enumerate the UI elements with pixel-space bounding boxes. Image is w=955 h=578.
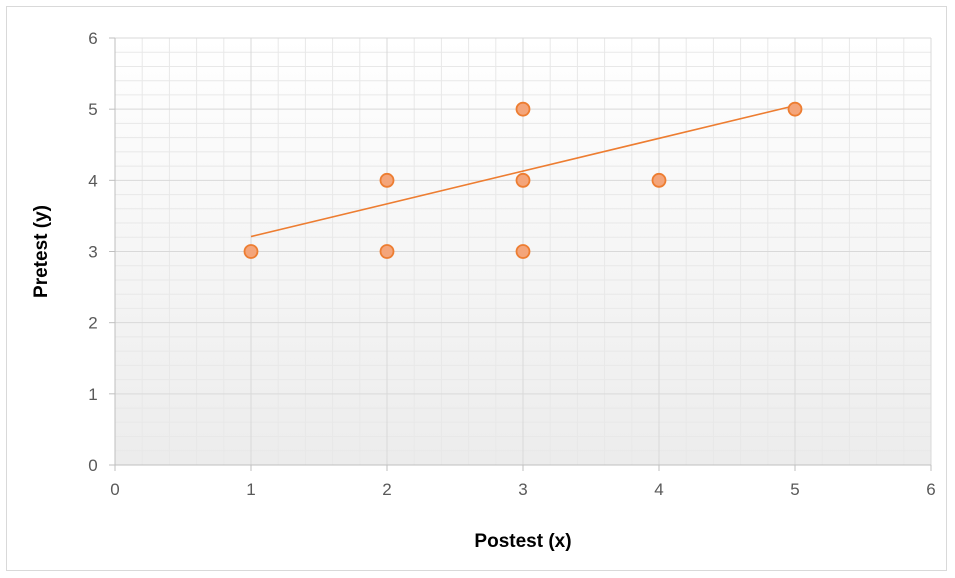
data-point bbox=[787, 101, 803, 117]
y-tick-label: 1 bbox=[88, 385, 97, 404]
y-tick-label: 3 bbox=[88, 243, 97, 262]
y-tick-label: 2 bbox=[88, 314, 97, 333]
x-tick-label: 5 bbox=[790, 480, 799, 499]
data-point bbox=[515, 101, 531, 117]
y-tick-label: 4 bbox=[88, 171, 97, 190]
data-point bbox=[379, 172, 395, 188]
y-tick-label: 0 bbox=[88, 456, 97, 475]
x-axis-tick-labels: 0 1 2 3 4 5 6 bbox=[110, 480, 935, 499]
y-axis-tick-labels: 0 1 2 3 4 5 6 bbox=[88, 29, 97, 475]
data-point bbox=[651, 172, 667, 188]
x-tick-label: 0 bbox=[110, 480, 119, 499]
x-tick-label: 3 bbox=[518, 480, 527, 499]
x-tick-label: 6 bbox=[926, 480, 935, 499]
data-points bbox=[243, 101, 803, 259]
data-point bbox=[243, 244, 259, 259]
y-tick-label: 5 bbox=[88, 100, 97, 119]
x-tick-label: 1 bbox=[246, 480, 255, 499]
y-axis-title: Pretest (y) bbox=[31, 205, 52, 298]
data-point bbox=[379, 244, 395, 259]
axes bbox=[109, 37, 932, 471]
x-tick-label: 2 bbox=[382, 480, 391, 499]
y-tick-label: 6 bbox=[88, 29, 97, 48]
trendline-group bbox=[250, 104, 796, 238]
data-point bbox=[515, 172, 531, 188]
trendline bbox=[250, 104, 796, 238]
x-tick-label: 4 bbox=[654, 480, 663, 499]
chart-area: 0 1 2 3 4 5 6 0 1 2 3 4 5 6 Postest (x) Pretest (y) bbox=[6, 6, 947, 571]
x-axis-title: Postest (x) bbox=[474, 531, 571, 552]
data-point bbox=[515, 244, 531, 259]
scatter-chart: 0 1 2 3 4 5 6 0 1 2 3 4 5 6 Postest (x) Pretest (y) bbox=[31, 29, 936, 552]
